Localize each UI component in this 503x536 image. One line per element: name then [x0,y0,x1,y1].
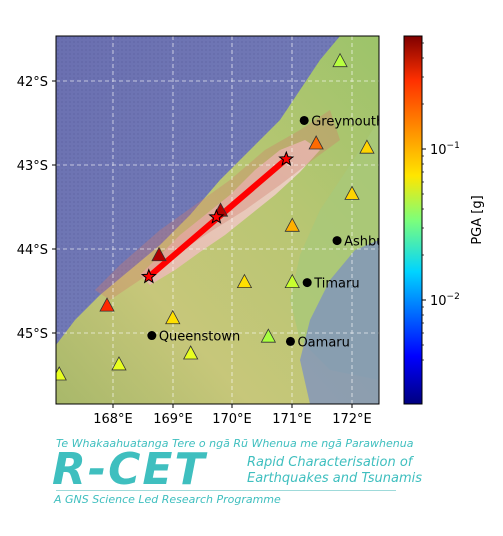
station-marker [183,345,199,360]
x-axis: 168°E 169°E 170°E 171°E 172°E [93,404,372,427]
y-tick-label: 44°S [17,243,48,258]
station-marker [284,273,300,289]
logo-maori-text: Te Whakaahuatanga Tere o ngā Rū Whenua m… [56,437,414,450]
colorbar-gradient [403,35,423,405]
y-axis: 42°S 43°S 44°S 45°S [17,75,56,342]
logo-name: R-CET [52,444,207,495]
station-marker [332,52,348,68]
x-tick-label: 172°E [332,412,372,427]
x-tick-label: 171°E [272,412,312,427]
town-label: Greymouth [311,114,384,129]
town-label: Timaru [313,277,359,292]
town-label: Queenstown [159,330,240,345]
town-label: Ashburton [344,235,411,250]
y-tick-label: 42°S [17,75,48,90]
colorbar-minor-ticks [422,42,424,361]
station-marker [359,139,375,154]
station-marker [165,309,181,325]
y-tick-label: 45°S [17,327,48,342]
colorbar-tick-label: 10−1 [430,141,460,158]
east-sea [300,240,379,404]
town-markers: Greymouth Ashburton Timaru Queenstown Oamaru [147,114,411,350]
logo-subtitle-line2: Earthquakes and Tsunamis [247,471,423,486]
station-marker [151,246,167,262]
station-markers [56,52,375,381]
y-tick-label: 43°S [17,159,48,174]
logo-tagline: A GNS Science Led Research Programme [54,493,281,506]
map-axes-area: Greymouth Ashburton Timaru Queenstown Oamaru [56,36,411,404]
x-tick-label: 168°E [93,412,133,427]
town-dot [299,115,309,125]
logo-subtitle-line1: Rapid Characterisation of [247,455,413,470]
station-marker [111,356,127,371]
station-marker [236,273,253,289]
station-marker [344,185,360,200]
town-dot [285,336,295,346]
town-dot [147,331,157,341]
epicenter-markers [140,150,295,284]
x-tick-label: 169°E [153,412,193,427]
town-dot [332,236,342,246]
station-marker [284,217,300,232]
station-marker [56,366,67,381]
logo-subtitle: Rapid Characterisation of Earthquakes an… [247,455,422,487]
epicenter-star [278,150,295,166]
logo-divider [56,490,396,491]
epicenter-star [140,268,157,284]
map-frame [55,35,380,405]
epicenter-star [208,208,225,224]
pga-colorbar: 10−2 10−1 PGA [g] [403,35,485,405]
station-marker [99,297,115,312]
station-marker [260,328,277,343]
colorbar-label: PGA [g] [470,195,485,244]
town-label: Oamaru [297,335,349,350]
x-tick-label: 170°E [212,412,252,427]
station-marker [308,135,324,150]
town-dot [302,278,312,288]
colorbar-tick-label: 10−2 [430,292,460,309]
